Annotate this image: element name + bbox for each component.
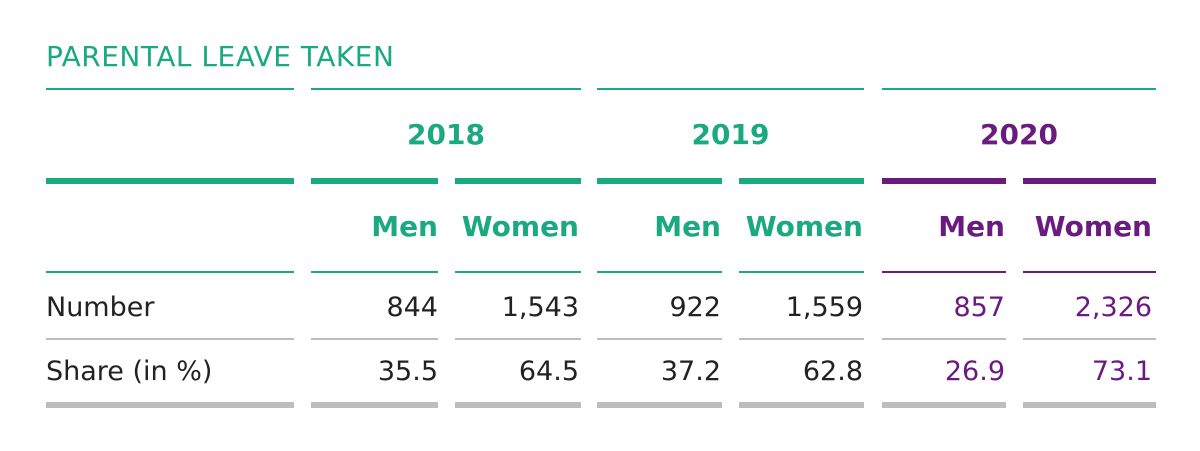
rule-bottom-2018-men (311, 402, 438, 408)
rule-top-label (46, 88, 294, 90)
rule-row-2018-men (311, 338, 438, 340)
rule-thick-2020-men (882, 178, 1006, 184)
subheader-2020-women: Women (1034, 210, 1152, 243)
rule-thick-label (46, 178, 294, 184)
rule-sub-2019-men (597, 271, 722, 273)
rule-sub-2020-men (882, 271, 1006, 273)
rule-row-2018-women (455, 338, 581, 340)
rule-bottom-label (46, 402, 294, 408)
rule-row-2019-women (739, 338, 864, 340)
subheader-2020-men: Men (938, 210, 1005, 243)
subheader-2019-men: Men (654, 210, 721, 243)
rule-thick-2018-women (455, 178, 581, 184)
rule-row-2019-men (597, 338, 722, 340)
rule-bottom-2020-men (882, 402, 1006, 408)
rule-row-2020-men (882, 338, 1006, 340)
rule-row-2020-women (1023, 338, 1156, 340)
cell-number-2019-men: 922 (669, 292, 721, 323)
cell-share-2019-women: 62.8 (802, 356, 863, 387)
cell-share-2020-women: 73.1 (1091, 356, 1152, 387)
year-2020-header: 2020 (980, 118, 1058, 151)
rule-sub-2020-women (1023, 271, 1156, 273)
cell-share-2018-men: 35.5 (377, 356, 438, 387)
cell-share-2018-women: 64.5 (518, 356, 579, 387)
rule-thick-2019-men (597, 178, 722, 184)
rule-top-2018 (311, 88, 581, 90)
subheader-2019-women: Women (745, 210, 863, 243)
cell-number-2019-women: 1,559 (785, 292, 863, 323)
cell-number-2018-women: 1,543 (501, 292, 579, 323)
rule-thick-2020-women (1023, 178, 1156, 184)
year-2018-header: 2018 (407, 118, 485, 151)
cell-number-2020-men: 857 (953, 292, 1005, 323)
rule-bottom-2020-women (1023, 402, 1156, 408)
rule-top-2020 (882, 88, 1156, 90)
rule-sub-2019-women (739, 271, 864, 273)
rule-sub-2018-women (455, 271, 581, 273)
rule-thick-2019-women (739, 178, 864, 184)
rule-top-2019 (597, 88, 864, 90)
rule-row-label (46, 338, 294, 340)
table-title: PARENTAL LEAVE TAKEN (46, 40, 395, 73)
year-2019-header: 2019 (691, 118, 770, 151)
rule-bottom-2019-men (597, 402, 722, 408)
rule-bottom-2019-women (739, 402, 864, 408)
cell-number-2018-men: 844 (386, 292, 438, 323)
rule-bottom-2018-women (455, 402, 581, 408)
subheader-2018-men: Men (371, 210, 438, 243)
row-label-share: Share (in %) (46, 356, 213, 387)
rule-sub-label (46, 271, 294, 273)
row-label-number: Number (46, 292, 155, 323)
cell-share-2019-men: 37.2 (660, 356, 721, 387)
cell-number-2020-women: 2,326 (1074, 292, 1152, 323)
rule-thick-2018-men (311, 178, 438, 184)
cell-share-2020-men: 26.9 (944, 356, 1005, 387)
rule-sub-2018-men (311, 271, 438, 273)
subheader-2018-women: Women (461, 210, 579, 243)
